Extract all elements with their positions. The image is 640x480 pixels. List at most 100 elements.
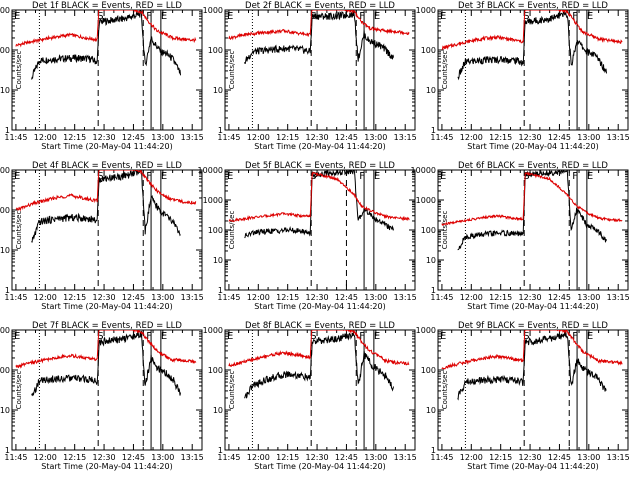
x-tick-label: 12:00	[34, 293, 57, 302]
y-tick-label: 1	[431, 286, 436, 295]
y-axis-label: Counts/sec	[441, 51, 449, 90]
annotation-e: E	[14, 11, 20, 22]
x-tick-label: 12:15	[489, 133, 512, 142]
x-tick-label: 13:00	[151, 133, 174, 142]
y-tick-label: 10000	[198, 166, 223, 175]
panel-det-5: Det 5f BLACK = Events, RED = LLD 1 10 100 10…	[198, 161, 417, 311]
x-tick-label: 11:45	[430, 453, 453, 462]
plot-frame	[224, 329, 416, 451]
y-axis-label: Counts/sec	[15, 371, 23, 410]
x-axis-label: Start Time (20-May-04 11:44:20)	[467, 142, 598, 151]
y-tick-label: 1	[431, 126, 436, 135]
panel-title: Det 2f BLACK = Events, RED = LLD	[245, 1, 395, 11]
y-tick-label: 100	[0, 206, 10, 215]
x-tick-label: 12:15	[489, 453, 512, 462]
y-tick-label: 1000	[416, 196, 436, 205]
x-tick-label: 13:00	[364, 133, 387, 142]
y-axis-label: Counts/sec	[228, 211, 236, 250]
panel-det-2: Det 2f BLACK = Events, RED = LLD 1 10 100 10…	[203, 1, 417, 151]
annotation-e: E	[440, 11, 446, 22]
x-tick-label: 12:15	[63, 453, 86, 462]
panel-det-9: Det 9f BLACK = Events, RED = LLD 1 10 100 10…	[416, 321, 630, 471]
x-tick-label: 12:15	[276, 133, 299, 142]
x-tick-label: 11:45	[4, 133, 27, 142]
events-series-line	[244, 10, 394, 65]
x-tick-label: 13:15	[394, 293, 417, 302]
x-tick-label: 11:45	[430, 293, 453, 302]
events-series-line	[457, 11, 607, 81]
x-tick-label: 13:15	[394, 133, 417, 142]
x-tick-label: 12:30	[93, 453, 116, 462]
annotation-e: E	[374, 171, 380, 182]
panel-det-3: Det 3f BLACK = Events, RED = LLD 1 10 100 10…	[416, 1, 630, 151]
x-tick-label: 13:15	[607, 453, 630, 462]
x-tick-label: 13:00	[151, 293, 174, 302]
y-tick-label: 1000	[416, 6, 436, 15]
plot-frame	[437, 329, 629, 451]
annotation-e: E	[227, 331, 233, 342]
events-series-line	[31, 170, 181, 243]
y-axis-label: Counts/sec	[441, 371, 449, 410]
x-tick-label: 12:00	[247, 293, 270, 302]
plot-frame	[11, 169, 203, 291]
y-axis-label: Counts/sec	[441, 211, 449, 250]
x-tick-label: 12:45	[122, 453, 145, 462]
annotation-e: E	[227, 171, 233, 182]
annotation-e: E	[587, 11, 593, 22]
lld-series-line	[228, 171, 410, 223]
x-tick-label: 12:45	[548, 453, 571, 462]
panel-title: Det 8f BLACK = Events, RED = LLD	[245, 321, 395, 331]
annotation-e: E	[161, 11, 167, 22]
x-tick-label: 12:15	[63, 133, 86, 142]
annotation-f: F	[146, 11, 152, 22]
annotation-e: E	[227, 11, 233, 22]
x-tick-label: 12:30	[93, 293, 116, 302]
x-tick-label: 11:45	[217, 133, 240, 142]
x-tick-label: 12:15	[63, 293, 86, 302]
panel-title: Det 3f BLACK = Events, RED = LLD	[458, 1, 608, 11]
x-tick-label: 13:15	[607, 133, 630, 142]
annotation-f: F	[572, 331, 578, 342]
x-tick-label: 13:15	[181, 133, 204, 142]
events-series-line	[244, 331, 394, 399]
x-tick-label: 12:15	[276, 293, 299, 302]
y-tick-label: 1	[5, 446, 10, 455]
y-tick-label: 1000	[203, 196, 223, 205]
plot-frame	[11, 329, 203, 451]
annotation-f: F	[146, 331, 152, 342]
x-tick-label: 12:45	[335, 133, 358, 142]
x-tick-label: 12:15	[276, 453, 299, 462]
x-tick-label: 13:15	[181, 293, 204, 302]
panel-det-6: Det 6f BLACK = Events, RED = LLD 1 10 100 10…	[411, 161, 630, 311]
lld-series-line	[441, 171, 623, 226]
annotation-s: S	[523, 11, 529, 22]
events-series-line	[31, 10, 181, 80]
panel-title: Det 6f BLACK = Events, RED = LLD	[458, 161, 608, 171]
x-tick-label: 11:45	[217, 293, 240, 302]
y-axis-label: Counts/sec	[228, 371, 236, 410]
annotation-s: S	[97, 331, 103, 342]
x-tick-label: 12:45	[335, 453, 358, 462]
lld-series-line	[441, 10, 623, 51]
annotation-s: S	[97, 11, 103, 22]
panel-det-1: Det 1f BLACK = Events, RED = LLD 1 10 100 10…	[0, 1, 204, 151]
annotation-e: E	[161, 171, 167, 182]
x-tick-label: 12:45	[122, 293, 145, 302]
x-tick-label: 12:45	[548, 293, 571, 302]
panel-det-4: Det 4f BLACK = Events, RED = LLD 1 10 100 10…	[0, 161, 204, 311]
panel-det-7: Det 7f BLACK = Events, RED = LLD 1 10 100 10…	[0, 321, 204, 471]
x-tick-label: 12:30	[519, 293, 542, 302]
events-series-line	[31, 330, 181, 397]
y-tick-label: 100	[421, 226, 436, 235]
y-tick-label: 1	[218, 286, 223, 295]
annotation-s: S	[523, 331, 529, 342]
x-axis-label: Start Time (20-May-04 11:44:20)	[254, 142, 385, 151]
x-tick-label: 13:00	[364, 293, 387, 302]
annotation-f: F	[146, 171, 152, 182]
y-tick-label: 10000	[411, 166, 436, 175]
plot-frame	[224, 9, 416, 131]
x-tick-label: 12:15	[489, 293, 512, 302]
y-tick-label: 100	[421, 366, 436, 375]
y-tick-label: 100	[0, 46, 10, 55]
lld-series-line	[228, 10, 410, 41]
